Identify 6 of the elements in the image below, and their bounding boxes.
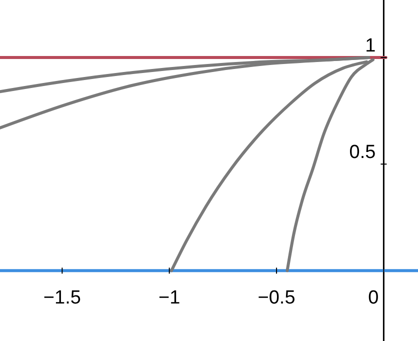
x-tick-label: −0.5 bbox=[258, 288, 296, 309]
x-tick-label: 0 bbox=[368, 288, 379, 309]
y-tick-label: 1 bbox=[365, 36, 376, 57]
y-tick-label: 0.5 bbox=[349, 142, 376, 164]
x-tick-label: −1.5 bbox=[43, 288, 81, 309]
x-tick-label: −1 bbox=[158, 288, 180, 309]
